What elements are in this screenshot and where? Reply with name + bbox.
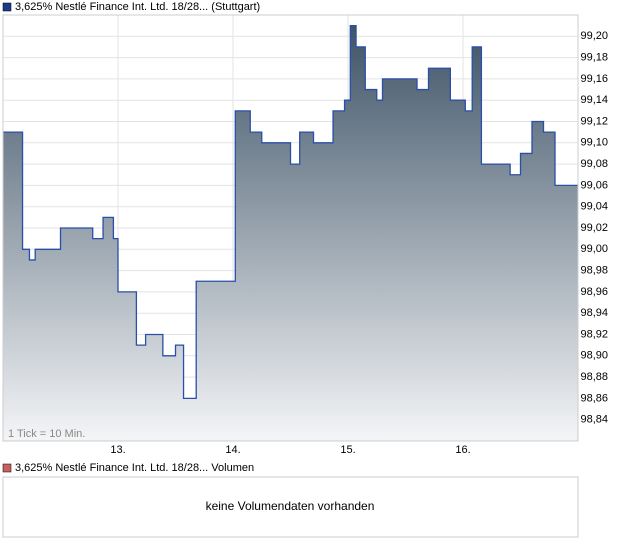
- line: [3, 25, 578, 400]
- legend-label: 3,625% Nestlé Finance Int. Ltd. 18/28...…: [15, 1, 260, 13]
- area: [3, 25, 578, 442]
- x-tick-label: 14.: [225, 444, 240, 456]
- y-tick-label: 99,02: [580, 222, 608, 234]
- y-tick-label: 99,14: [580, 94, 608, 106]
- y-tick-label: 98,88: [580, 371, 608, 383]
- y-tick-label: 98,96: [580, 286, 608, 298]
- y-tick-label: 98,86: [580, 392, 608, 404]
- x-tick-label: 13.: [110, 444, 125, 456]
- y-tick-label: 99,06: [580, 179, 608, 191]
- y-tick-label: 99,12: [580, 115, 608, 127]
- y-tick-label: 99,16: [580, 73, 608, 85]
- volume-legend-label: 3,625% Nestlé Finance Int. Ltd. 18/28...…: [15, 462, 254, 474]
- legend-swatch: [2, 2, 12, 12]
- y-tick-label: 98,84: [580, 414, 608, 426]
- y-tick-label: 99,04: [580, 201, 608, 213]
- tick-note: 1 Tick = 10 Min.: [8, 428, 85, 440]
- y-tick-label: 98,98: [580, 265, 608, 277]
- x-tick-label: 16.: [455, 444, 470, 456]
- volume-panel: [2, 476, 579, 538]
- y-tick-label: 98,92: [580, 328, 608, 340]
- y-tick-label: 98,90: [580, 350, 608, 362]
- y-tick-label: 99,00: [580, 243, 608, 255]
- volume-legend-swatch: [2, 463, 12, 473]
- plot-border: [2, 14, 579, 442]
- volume-message: keine Volumendaten vorhanden: [206, 499, 375, 513]
- x-tick-label: 15.: [340, 444, 355, 456]
- y-tick-label: 99,08: [580, 158, 608, 170]
- y-tick-label: 99,20: [580, 30, 608, 42]
- y-tick-label: 99,10: [580, 137, 608, 149]
- y-tick-label: 98,94: [580, 307, 608, 319]
- y-tick-label: 99,18: [580, 52, 608, 64]
